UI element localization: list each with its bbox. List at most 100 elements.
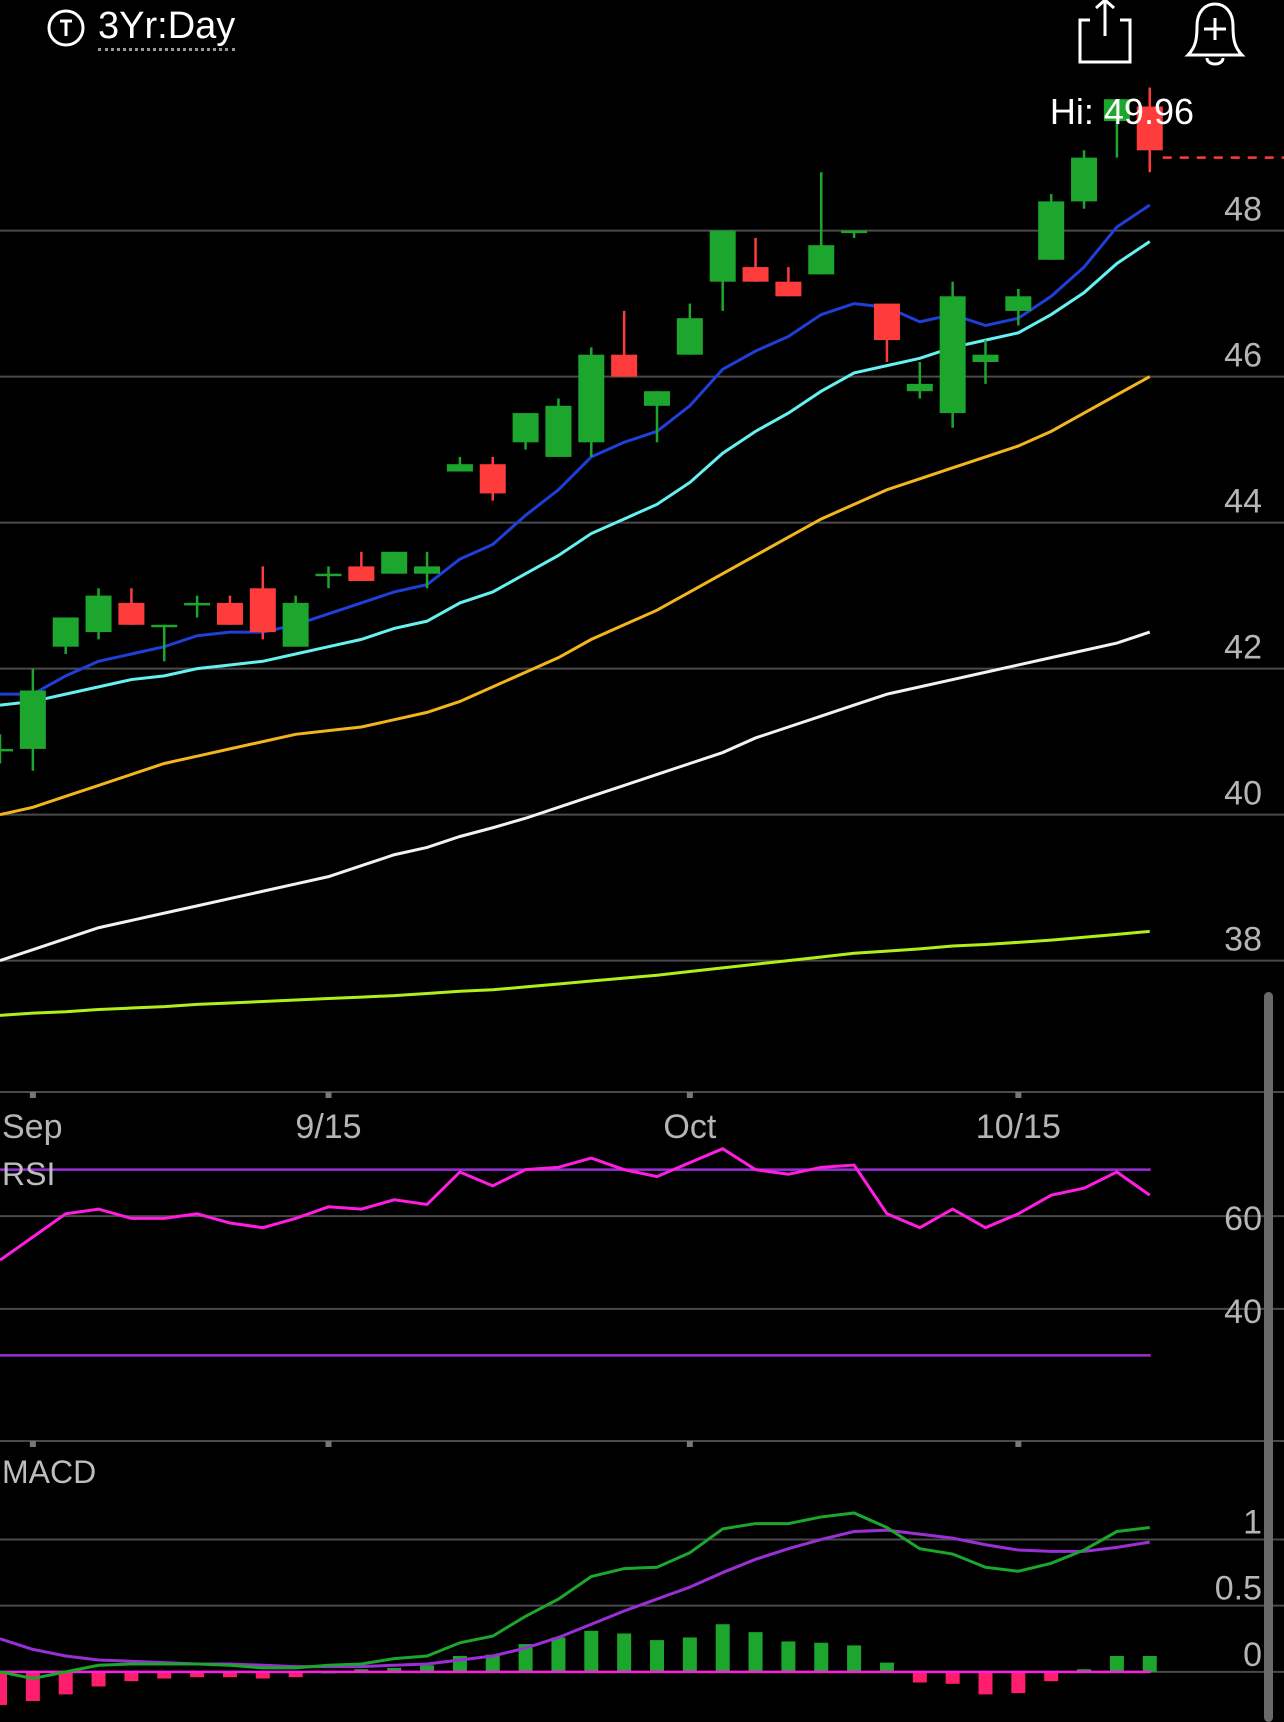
- date-axis-label: Sep: [2, 1108, 63, 1146]
- candle-body: [873, 303, 900, 341]
- candle-up: [381, 551, 408, 574]
- moving-average-line: [0, 375, 1151, 817]
- candle-body: [775, 281, 802, 297]
- candle-body: [216, 602, 243, 625]
- candle-up: [578, 347, 605, 457]
- macd-histogram-bar: [255, 1671, 270, 1679]
- macd-histogram-bar: [682, 1637, 697, 1672]
- candle-up: [19, 668, 46, 771]
- candle-body: [282, 602, 309, 647]
- candle-up: [545, 398, 572, 457]
- candle-body: [545, 405, 572, 457]
- share-icon[interactable]: [1074, 0, 1136, 66]
- macd-histogram-bar: [1142, 1656, 1157, 1672]
- candle-down: [873, 303, 900, 362]
- candle-up: [1103, 99, 1130, 158]
- macd-panel-title: MACD: [2, 1454, 96, 1490]
- macd-histogram-bar: [387, 1667, 402, 1672]
- top-toolbar: 3Yr:Day: [0, 0, 1284, 70]
- macd-axis-label: 0.5: [1215, 1570, 1262, 1608]
- candle-up: [315, 566, 342, 589]
- moving-average-line: [0, 929, 1150, 1017]
- macd-histogram-bar: [288, 1671, 303, 1678]
- candle-body: [479, 464, 506, 494]
- candle-up: [414, 551, 441, 589]
- candle-up: [644, 391, 670, 443]
- macd-histogram-bar: [157, 1671, 172, 1679]
- candle-body: [676, 318, 703, 355]
- candle-body: [1038, 201, 1065, 260]
- candle-body: [348, 566, 375, 581]
- macd-histogram-bar: [617, 1633, 632, 1672]
- candle-up: [808, 172, 835, 275]
- candle-up: [151, 624, 178, 662]
- candle-body: [1071, 157, 1098, 202]
- candle-body: [808, 245, 835, 275]
- candle-body: [184, 602, 211, 606]
- candle-body: [578, 354, 605, 443]
- moving-average-line: [0, 630, 1151, 963]
- date-axis-label: Oct: [663, 1108, 716, 1146]
- macd-axis-label: 1: [1243, 1503, 1262, 1541]
- macd-histogram-bar: [847, 1645, 862, 1672]
- candle-body: [1005, 296, 1032, 311]
- macd-signal-line: [0, 1528, 1150, 1669]
- macd-histogram-bar: [781, 1641, 796, 1672]
- date-axis-label: 9/15: [295, 1108, 361, 1146]
- candle-body: [644, 391, 670, 406]
- macd-histogram-bar: [814, 1642, 829, 1672]
- candle-body: [611, 354, 638, 377]
- macd-histogram-bar: [91, 1671, 106, 1687]
- candlesticks: [0, 87, 1284, 771]
- macd-histogram-bar: [978, 1671, 993, 1695]
- price-axis-label: 42: [1224, 629, 1262, 667]
- date-axis-label: 10/15: [976, 1108, 1061, 1146]
- candle-up: [1038, 194, 1065, 260]
- candle-body: [1103, 99, 1130, 122]
- candle-up: [939, 281, 966, 428]
- macd-histogram-bar: [1077, 1669, 1092, 1672]
- candle-down: [479, 456, 506, 501]
- rsi-panel: [0, 1147, 1151, 1357]
- rsi-axis-label: 60: [1224, 1200, 1262, 1238]
- candle-up: [906, 362, 933, 399]
- candle-body: [709, 230, 736, 282]
- macd-histogram-bar: [584, 1630, 599, 1672]
- price-axis-label: 38: [1224, 921, 1262, 959]
- macd-histogram-bar: [420, 1665, 435, 1672]
- candle-body: [118, 602, 145, 625]
- candle-down: [1136, 87, 1163, 173]
- candle-down: [775, 267, 802, 297]
- period-selector-button[interactable]: 3Yr:Day: [46, 2, 236, 52]
- candle-down: [249, 566, 276, 640]
- macd-histogram-bar: [124, 1671, 139, 1682]
- vertical-scrollbar[interactable]: [1264, 992, 1273, 1722]
- high-price-label: Hi: 49.96: [1050, 91, 1194, 132]
- price-axis-label: 46: [1224, 337, 1262, 375]
- candle-body: [939, 296, 966, 414]
- candle-up: [85, 588, 112, 640]
- rsi-panel-title: RSI: [2, 1156, 55, 1192]
- chart-labels: 48 46 44 42 40 38 Sep 9/15 Oct 10/15 Hi: 49.96 RSI 6…: [2, 91, 1262, 1674]
- candle-up: [972, 340, 999, 384]
- macd-histogram-bar: [912, 1671, 927, 1683]
- candle-body: [1136, 106, 1163, 151]
- candle-up: [184, 595, 211, 618]
- add-alert-bell-icon[interactable]: [1180, 0, 1250, 68]
- price-axis-label: 44: [1224, 483, 1262, 521]
- macd-histogram-bar: [650, 1640, 664, 1672]
- candle-body: [19, 690, 46, 749]
- candle-body: [0, 748, 13, 752]
- candle-body: [249, 588, 276, 633]
- chart-gridlines: [0, 229, 1284, 1673]
- candle-down: [118, 588, 145, 625]
- candle-up: [282, 595, 309, 647]
- candle-body: [906, 383, 933, 392]
- macd-line: [0, 1511, 1150, 1681]
- macd-histogram-bar: [715, 1624, 730, 1672]
- candle-body: [414, 566, 441, 574]
- candle-body: [841, 230, 868, 234]
- candle-up: [676, 303, 703, 355]
- candle-up: [841, 230, 868, 238]
